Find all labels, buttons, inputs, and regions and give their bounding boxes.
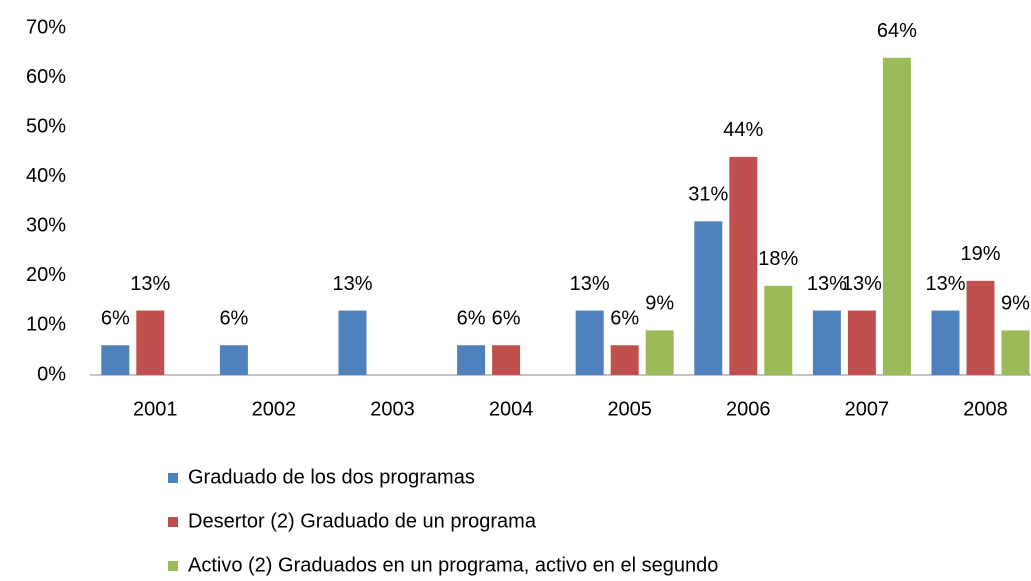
data-label: 6% xyxy=(219,308,248,330)
data-label: 13% xyxy=(925,273,965,295)
bar xyxy=(101,345,130,375)
bar xyxy=(931,310,960,375)
data-label: 6% xyxy=(492,308,521,330)
data-label: 9% xyxy=(645,293,674,315)
y-tick-label: 40% xyxy=(26,165,66,187)
bar xyxy=(966,280,995,375)
bar xyxy=(729,156,758,375)
bar xyxy=(136,310,165,375)
bar xyxy=(847,310,876,375)
bar xyxy=(219,345,248,375)
data-label: 13% xyxy=(807,273,847,295)
x-tick-label: 2003 xyxy=(370,398,415,420)
data-label: 64% xyxy=(877,20,917,42)
y-tick-label: 60% xyxy=(26,66,66,88)
bar xyxy=(457,345,486,375)
legend-swatch xyxy=(168,561,178,571)
bar xyxy=(694,221,723,375)
x-tick-label: 2006 xyxy=(726,398,771,420)
y-tick-label: 50% xyxy=(26,115,66,137)
legend-swatch xyxy=(168,517,178,527)
data-label: 18% xyxy=(758,248,798,270)
y-tick-label: 0% xyxy=(37,363,66,385)
y-tick-label: 30% xyxy=(26,215,66,237)
data-label: 13% xyxy=(130,273,170,295)
data-label: 13% xyxy=(332,273,372,295)
y-tick-label: 70% xyxy=(26,16,66,38)
data-label: 13% xyxy=(570,273,610,295)
legend-label: Graduado de los dos programas xyxy=(188,466,475,488)
legend-swatch xyxy=(168,473,178,483)
x-tick-label: 2007 xyxy=(845,398,890,420)
x-tick-label: 2005 xyxy=(607,398,652,420)
y-tick-label: 20% xyxy=(26,264,66,286)
bar xyxy=(812,310,841,375)
legend-label: Desertor (2) Graduado de un programa xyxy=(188,510,537,532)
bar xyxy=(575,310,604,375)
x-tick-label: 2001 xyxy=(133,398,178,420)
data-label: 6% xyxy=(101,308,130,330)
x-tick-label: 2004 xyxy=(489,398,534,420)
y-tick-label: 10% xyxy=(26,314,66,336)
data-label: 19% xyxy=(960,243,1000,265)
bar xyxy=(882,57,911,375)
data-label: 13% xyxy=(842,273,882,295)
data-label: 6% xyxy=(457,308,486,330)
bar xyxy=(492,345,521,375)
bar xyxy=(610,345,639,375)
data-label: 31% xyxy=(688,184,728,206)
legend-label: Activo (2) Graduados en un programa, act… xyxy=(188,554,718,576)
x-tick-label: 2008 xyxy=(963,398,1008,420)
data-label: 6% xyxy=(610,308,639,330)
bar xyxy=(645,330,674,375)
x-tick-label: 2002 xyxy=(252,398,297,420)
bar xyxy=(764,285,793,375)
data-label: 44% xyxy=(723,119,763,141)
bar xyxy=(1001,330,1030,375)
data-label: 9% xyxy=(1001,293,1030,315)
bar xyxy=(338,310,367,375)
